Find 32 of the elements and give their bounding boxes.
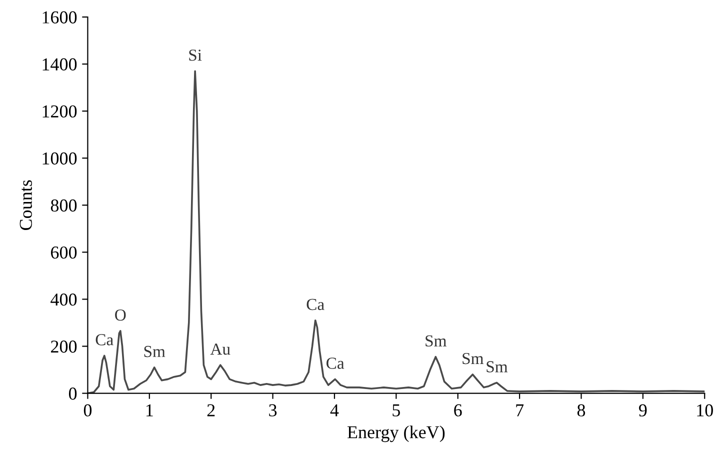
annotation: Sm bbox=[486, 361, 508, 372]
x-tick-label: 10 bbox=[697, 404, 713, 416]
x-tick-label: 5 bbox=[392, 404, 400, 416]
annotation: Sm bbox=[426, 335, 447, 347]
y-tick-label: 1600 bbox=[42, 11, 77, 24]
y-tick-label: 1400 bbox=[42, 58, 77, 70]
y-axis-title: Counts bbox=[20, 180, 32, 230]
y-tick-label: 400 bbox=[50, 293, 77, 306]
annotation: O bbox=[115, 309, 126, 321]
y-tick-label: 1000 bbox=[42, 152, 77, 165]
x-tick-label: 3 bbox=[269, 404, 277, 416]
annotation: Ca bbox=[326, 358, 344, 369]
x-tick-label: 8 bbox=[577, 404, 586, 416]
annotation: Si bbox=[189, 50, 202, 61]
x-tick-label: 7 bbox=[516, 404, 524, 416]
x-tick-label: 0 bbox=[84, 404, 92, 416]
y-tick-label: 200 bbox=[51, 340, 77, 353]
y-tick-label: 800 bbox=[50, 199, 77, 212]
x-tick-label: 9 bbox=[638, 404, 647, 416]
x-tick-label: 1 bbox=[146, 404, 153, 416]
annotation: Ca bbox=[306, 298, 324, 310]
annotation: Sm bbox=[144, 346, 166, 358]
annotation: Au bbox=[210, 344, 230, 355]
y-tick-label: 1200 bbox=[42, 105, 77, 118]
x-tick-label: 6 bbox=[454, 404, 462, 416]
annotation: Ca bbox=[96, 334, 114, 346]
x-tick-label: 2 bbox=[207, 404, 215, 416]
y-tick-label: 0 bbox=[68, 388, 77, 400]
x-tick-label: 4 bbox=[330, 404, 339, 416]
annotation: Sm bbox=[462, 352, 484, 364]
x-axis-title: Energy (keV) bbox=[347, 426, 445, 442]
y-tick-label: 600 bbox=[50, 246, 77, 259]
